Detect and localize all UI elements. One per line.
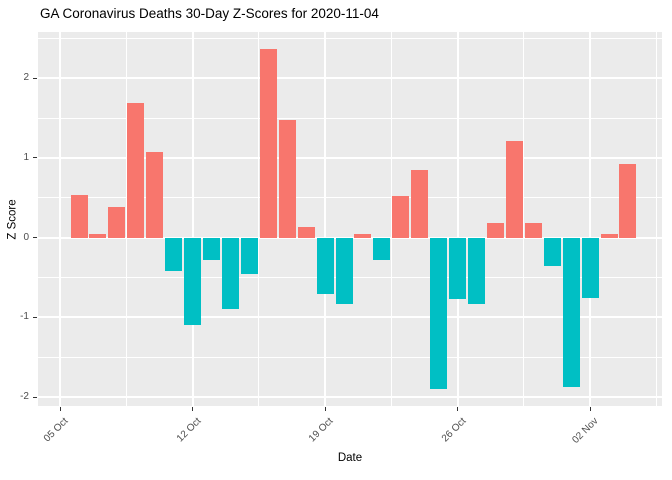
- bar: [259, 48, 277, 238]
- gridline-major-x: [59, 32, 62, 406]
- gridline-major-y: [38, 316, 662, 319]
- bar: [146, 151, 164, 238]
- bar: [449, 237, 467, 300]
- gridline-minor-y: [38, 197, 662, 199]
- bar: [70, 195, 88, 238]
- bar: [278, 119, 296, 238]
- plot-panel: [38, 32, 662, 406]
- bar: [505, 141, 523, 238]
- bar: [127, 102, 145, 238]
- y-axis-title: Z Score: [6, 199, 19, 240]
- gridline-minor-x: [390, 32, 392, 406]
- gridline-major-x: [191, 32, 194, 406]
- bar: [316, 237, 334, 294]
- x-tick: [192, 407, 194, 411]
- bar: [486, 223, 504, 238]
- bar: [354, 233, 372, 238]
- bar: [89, 233, 107, 238]
- y-tick-label: 1: [23, 151, 29, 163]
- gridline-major-x: [589, 32, 592, 406]
- x-tick-label: 02 Nov: [570, 415, 601, 446]
- bar: [240, 237, 258, 274]
- bar: [562, 237, 580, 387]
- y-tick: [33, 396, 37, 398]
- gridline-major-x: [324, 32, 327, 406]
- x-tick-label: 12 Oct: [174, 415, 204, 445]
- y-tick: [33, 77, 37, 79]
- gridline-minor-y: [38, 356, 662, 358]
- bar: [581, 237, 599, 299]
- bar: [524, 222, 542, 238]
- bar: [430, 237, 448, 390]
- gridline-minor-y: [38, 37, 662, 39]
- y-tick: [33, 157, 37, 159]
- y-tick-label: 0: [23, 231, 29, 243]
- bar: [373, 237, 391, 261]
- gridline-minor-x: [258, 32, 260, 406]
- bar: [392, 196, 410, 238]
- gridline-major-x: [456, 32, 459, 406]
- bar: [203, 237, 220, 261]
- x-tick-label: 26 Oct: [439, 415, 469, 445]
- bar: [619, 163, 637, 238]
- y-tick: [33, 316, 37, 318]
- x-tick: [589, 407, 591, 411]
- x-tick-label: 19 Oct: [306, 415, 336, 445]
- x-tick: [59, 407, 61, 411]
- x-tick: [324, 407, 326, 411]
- gridline-major-y: [38, 77, 662, 80]
- bar: [411, 169, 429, 238]
- bar: [335, 237, 353, 304]
- chart-title: GA Coronavirus Deaths 30-Day Z-Scores fo…: [40, 6, 379, 21]
- bar: [543, 237, 561, 266]
- gridline-major-y: [38, 396, 662, 399]
- gridline-minor-x: [125, 32, 127, 406]
- y-tick: [33, 237, 37, 239]
- gridline-minor-x: [523, 32, 525, 406]
- x-axis-title: Date: [337, 452, 363, 464]
- bar: [108, 206, 126, 238]
- gridline-major-y: [38, 156, 662, 159]
- gridline-minor-y: [38, 117, 662, 119]
- bar: [468, 237, 486, 304]
- bar: [221, 237, 239, 309]
- x-tick: [457, 407, 459, 411]
- y-tick-label: -2: [20, 391, 29, 403]
- y-tick-label: 2: [23, 72, 29, 84]
- bar: [184, 237, 202, 326]
- gridline-minor-x: [655, 32, 657, 406]
- x-tick-label: 05 Oct: [41, 415, 71, 445]
- bar: [165, 237, 183, 272]
- y-tick-label: -1: [20, 311, 29, 323]
- bar: [297, 227, 315, 238]
- bar: [600, 233, 618, 238]
